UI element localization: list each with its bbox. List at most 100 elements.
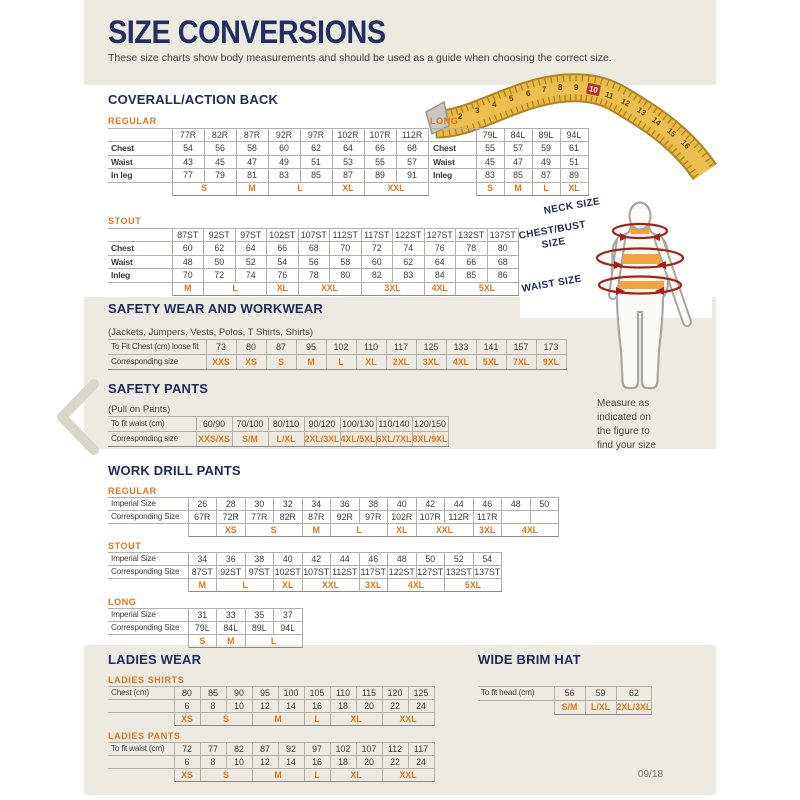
table-cell: 16: [303, 755, 331, 769]
coverall-long-table: 79L 84L 89L 94L Chest 55 57 59 61 Waist 45 47 49 51 In…: [430, 127, 589, 196]
table-cell: 80: [329, 268, 362, 283]
table-cell: 90: [225, 686, 253, 700]
table-cell: 125: [407, 686, 435, 700]
figure-caption-line: find your size: [597, 440, 656, 451]
table-cell: 76: [266, 268, 299, 283]
row-label-cell: [108, 127, 173, 143]
table-cell: 92ST: [203, 227, 236, 243]
table-cell: 59: [531, 141, 561, 156]
row-label-cell: [108, 634, 189, 648]
table-cell: 81: [235, 168, 269, 183]
table-cell: XL: [355, 354, 387, 370]
table-cell: [187, 523, 217, 537]
table-cell: 16: [303, 699, 331, 713]
size-table: 77R 82R 87R 92R 97R 102R 107R 112R Chest 54 56 58 60…: [108, 127, 429, 196]
table-cell: 115: [355, 686, 383, 700]
figure-caption-line: Measure as: [597, 398, 650, 409]
tape-number: 7: [541, 84, 547, 95]
table-cell: 83: [267, 168, 301, 183]
table-cell: 68: [395, 141, 429, 156]
size-table: Imperial Size 31 33 35 37 Corresponding Size 7…: [108, 608, 303, 648]
row-label-cell: Corresponding size: [108, 354, 207, 370]
table-cell: 112R: [395, 127, 429, 143]
table-cell: XXL: [415, 523, 474, 537]
table-cell: L: [330, 523, 388, 537]
table-cell: 79L: [187, 621, 217, 635]
table-cell: 3XL: [360, 281, 425, 296]
table-cell: 40: [387, 497, 417, 511]
table-cell: 112: [381, 742, 409, 756]
drill-stout-table: Imperial Size 34 36 38 40 42 44 46 48 50 52 54 Corre…: [108, 552, 502, 592]
table-cell: XXL: [301, 578, 360, 592]
table-cell: 48: [501, 497, 531, 511]
row-label-cell: To fit waist (cm): [108, 416, 197, 432]
table-cell: 85: [299, 168, 333, 183]
table-cell: 10: [225, 699, 253, 713]
table-cell: 6: [173, 755, 201, 769]
chevron-left-icon[interactable]: [50, 376, 104, 458]
table-cell: 64: [234, 241, 267, 256]
table-cell: 4XL/5XL: [339, 431, 377, 447]
table-cell: 141: [475, 339, 507, 355]
table-cell: 85: [455, 268, 488, 283]
table-cell: 77: [171, 168, 205, 183]
table-cell: 59: [584, 686, 617, 701]
table-cell: 44: [330, 552, 360, 566]
table-cell: 107ST: [301, 565, 331, 579]
row-label-cell: [108, 699, 175, 713]
table-cell: XL: [329, 768, 383, 782]
table-cell: 55: [363, 154, 397, 170]
table-cell: 12: [251, 755, 279, 769]
table-cell: 12: [251, 699, 279, 713]
table-cell: 3XL: [472, 523, 502, 537]
table-cell: M: [503, 181, 533, 196]
table-cell: 110/140: [375, 416, 413, 432]
table-cell: 90/120: [303, 416, 341, 432]
table-cell: 60: [171, 241, 204, 256]
table-cell: 117: [407, 742, 435, 756]
table-cell: XXL: [381, 712, 435, 726]
table-cell: 73: [205, 339, 237, 355]
row-label-cell: Imperial Size: [108, 608, 189, 622]
table-cell: 57: [503, 141, 533, 156]
table-cell: 87R: [235, 127, 269, 143]
table-cell: L/XL: [267, 431, 305, 447]
row-label-cell: To fit head (cm): [478, 686, 555, 701]
table-cell: L: [325, 354, 357, 370]
table-cell: 46: [472, 497, 502, 511]
table-cell: 77R: [171, 127, 205, 143]
row-label-cell: Chest: [108, 141, 173, 156]
table-cell: 6XL/7XL: [375, 431, 413, 447]
table-cell: 55: [475, 141, 505, 156]
table-cell: 82R: [273, 510, 303, 524]
safety-pants-note: (Pull on Pants): [108, 404, 171, 415]
row-label-cell: Chest: [430, 141, 477, 156]
table-cell: 84L: [216, 621, 246, 635]
row-label-cell: To fit waist (cm): [108, 742, 175, 756]
drill-stout-label: STOUT: [108, 541, 142, 551]
table-cell: 85: [503, 168, 533, 183]
table-cell: XS: [235, 354, 267, 370]
drill-regular-label: REGULAR: [108, 486, 157, 496]
table-cell: 112ST: [329, 227, 362, 243]
table-cell: 26: [187, 497, 217, 511]
table-cell: 87ST: [171, 227, 204, 243]
coverall-long-label: LONG: [430, 116, 459, 126]
table-cell: 58: [235, 141, 269, 156]
table-cell: 74: [392, 241, 425, 256]
table-cell: XXS/XS: [195, 431, 233, 447]
table-cell: 31: [187, 608, 217, 622]
table-cell: XL: [329, 712, 383, 726]
table-cell: 54: [266, 254, 299, 270]
table-cell: 72R: [216, 510, 246, 524]
table-cell: 82R: [203, 127, 237, 143]
table-cell: 50: [203, 254, 236, 270]
safety-wear-table: To Fit Chest (cm) loose fit 73 80 87 95 102 11…: [108, 339, 567, 370]
table-cell: 42: [301, 552, 331, 566]
table-cell: 83: [475, 168, 505, 183]
table-cell: XL: [387, 523, 417, 537]
table-cell: 60: [267, 141, 301, 156]
table-cell: 100: [277, 686, 305, 700]
row-label-cell: In leg: [108, 168, 173, 183]
row-label-cell: Chest: [108, 241, 173, 256]
